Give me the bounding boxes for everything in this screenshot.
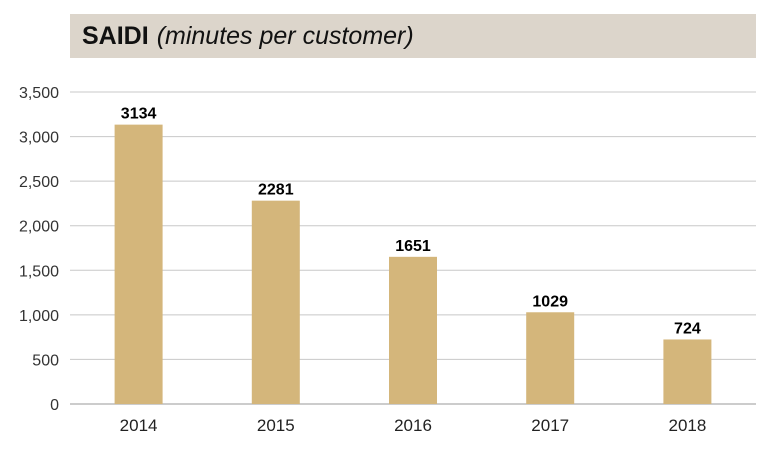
y-tick-label: 2,000 [19, 219, 59, 236]
y-tick-label: 3,000 [19, 130, 59, 147]
x-axis-labels: 2014 2015 2016 2017 2018 [120, 416, 707, 435]
x-tick-label-2018: 2018 [668, 416, 706, 435]
x-tick-label-2017: 2017 [531, 416, 569, 435]
x-tick-label-2014: 2014 [120, 416, 158, 435]
y-tick-label: 3,500 [19, 85, 59, 102]
y-tick-label: 500 [32, 352, 59, 369]
chart-title-bar: SAIDI (minutes per customer) [70, 14, 756, 58]
y-tick-label: 2,500 [19, 174, 59, 191]
y-tick-label: 1,000 [19, 308, 59, 325]
data-label-2014: 3134 [121, 106, 157, 123]
x-tick-label-2016: 2016 [394, 416, 432, 435]
bar-2014 [114, 124, 163, 405]
bars: 3134 2281 1651 1029 724 [114, 106, 712, 405]
data-label-2018: 724 [674, 320, 701, 337]
bar-2017 [526, 312, 575, 404]
bar-2016 [389, 256, 437, 404]
data-label-2017: 1029 [532, 293, 568, 310]
y-tick-label: 1,500 [19, 263, 59, 280]
y-axis-ticks: 0 500 1,000 1,500 2,000 2,500 3,000 3,500 [19, 85, 59, 414]
y-tick-label: 0 [50, 397, 59, 414]
chart-subtitle: (minutes per customer) [156, 21, 414, 50]
bar-2018 [663, 339, 712, 404]
data-label-2016: 1651 [395, 238, 431, 255]
data-label-2015: 2281 [258, 182, 294, 199]
x-tick-label-2015: 2015 [257, 416, 295, 435]
bar-2015 [251, 200, 300, 404]
chart-title: SAIDI [82, 21, 149, 50]
